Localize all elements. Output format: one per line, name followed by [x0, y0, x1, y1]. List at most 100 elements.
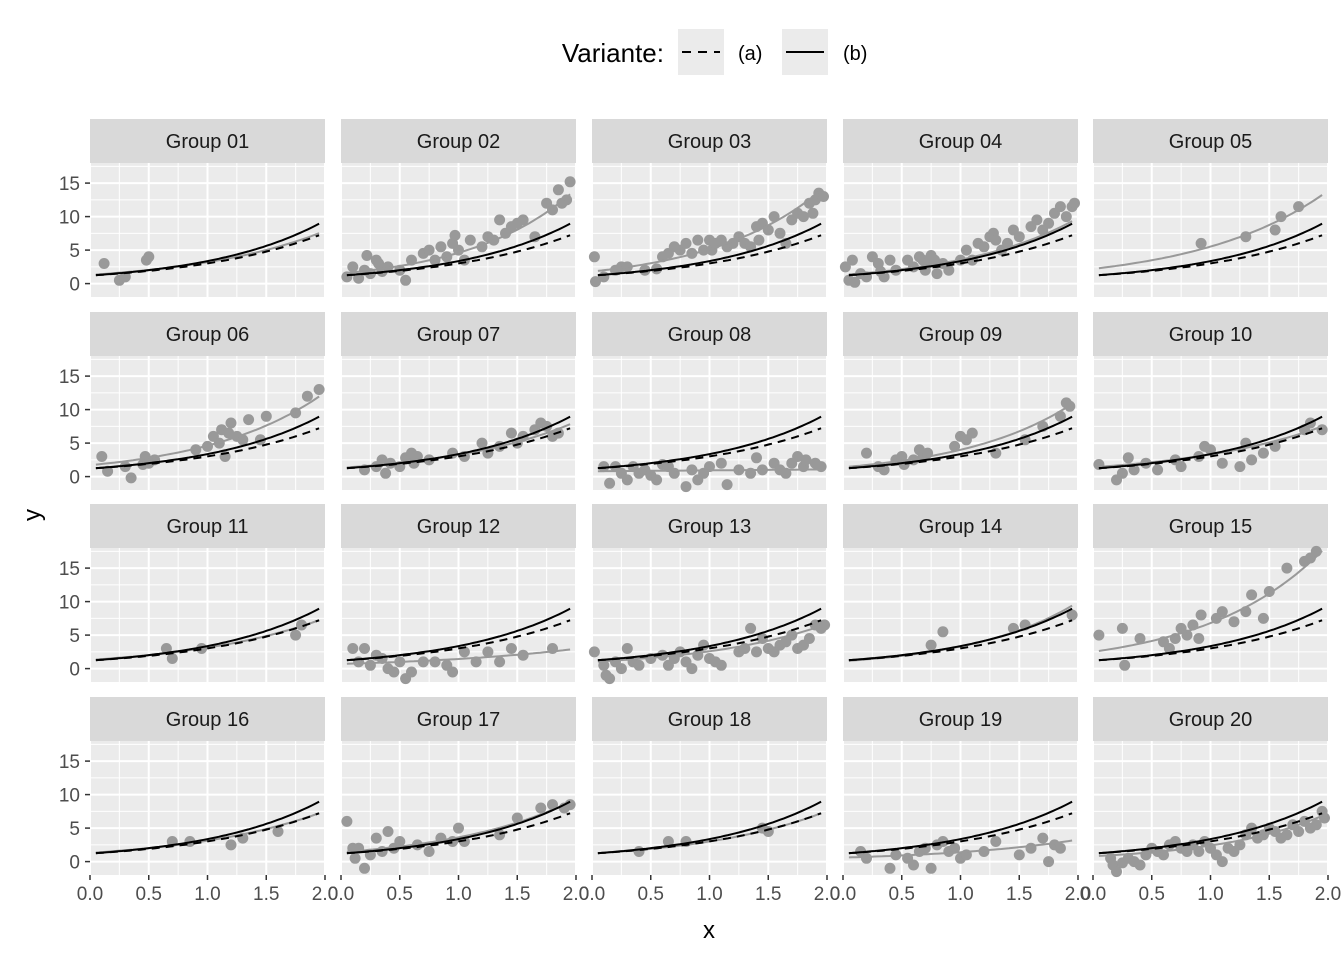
data-point [990, 836, 1002, 847]
data-point [447, 666, 459, 678]
data-point [166, 653, 178, 664]
reference-curve-b [95, 800, 320, 855]
panel-4: Group 04 [839, 119, 1080, 297]
data-point [1281, 829, 1293, 841]
panel-1: Group 01 0 5 10 15 [59, 119, 326, 297]
data-point [394, 836, 406, 847]
reference-curve-a [597, 619, 822, 662]
data-point [482, 646, 494, 658]
reference-curve-b [1098, 800, 1323, 855]
reference-curve-b [1098, 607, 1323, 662]
data-point [774, 227, 786, 239]
y-tick-label: 0 [69, 853, 80, 874]
data-point [517, 214, 529, 226]
data-point [1025, 842, 1037, 854]
panel-12: Group 12 [340, 504, 577, 685]
data-point [423, 244, 435, 256]
data-point [849, 276, 861, 288]
x-tick-label: 0.0 [77, 884, 103, 905]
data-point [341, 815, 353, 827]
group-fit-curve [1098, 194, 1323, 270]
panel-2: Group 02 [340, 119, 577, 297]
data-point [400, 274, 412, 286]
data-point [715, 457, 727, 469]
group-fit-curve [95, 395, 320, 466]
data-point [313, 384, 325, 395]
group-fit-curve [1098, 550, 1323, 652]
reference-curve-b [848, 607, 1073, 662]
group-fit-curve [346, 648, 571, 665]
panel-13: Group 13 [588, 504, 831, 685]
data-point [290, 629, 302, 641]
data-point [598, 659, 610, 671]
x-tick-label: 1.5 [1256, 884, 1282, 905]
reference-curve-b [346, 607, 571, 662]
data-point [1293, 826, 1305, 837]
panel-10: Group 10 [1092, 312, 1329, 490]
data-point [662, 836, 674, 847]
data-point [411, 451, 423, 462]
data-point [547, 799, 558, 811]
data-point [878, 464, 890, 476]
panel-strip-label: Group 14 [919, 516, 1002, 538]
reference-curve-a [848, 234, 1073, 277]
data-point [615, 663, 627, 675]
data-point [1257, 447, 1269, 459]
data-point [119, 271, 131, 283]
reference-curve-a [346, 427, 571, 470]
panel-strip [843, 119, 1078, 163]
panel-strip-label: Group 06 [166, 324, 249, 346]
panel-strip [90, 312, 325, 356]
data-point [668, 467, 680, 479]
data-point [604, 477, 616, 489]
y-tick-label: 10 [59, 786, 80, 807]
x-tick-label: 1.0 [194, 884, 220, 905]
data-point [937, 626, 949, 638]
x-tick-label: 0.0 [328, 884, 354, 905]
data-point [949, 842, 961, 854]
x-tick-label: 2.0 [814, 884, 840, 905]
data-point [98, 258, 110, 269]
data-point [359, 643, 370, 654]
data-point [1128, 464, 1140, 476]
reference-curve-b [346, 415, 571, 470]
data-point [990, 234, 1002, 246]
x-tick-label: 0.5 [136, 884, 162, 905]
x-tick-label: 1.5 [755, 884, 781, 905]
data-point [604, 673, 616, 685]
x-tick-label: 0.5 [638, 884, 664, 905]
reference-curve-b [597, 415, 822, 470]
panel-strip [341, 312, 576, 356]
panels: Group 01 0 5 10 15 Group 02 Group 03 Group 04 Gr… [59, 119, 1341, 905]
data-point [449, 229, 461, 241]
data-point [884, 862, 896, 874]
group-fit-curve [346, 800, 571, 853]
data-point [349, 852, 361, 864]
reference-curve-b [597, 800, 822, 855]
panel-strip-label: Group 15 [1169, 516, 1252, 538]
data-point [807, 207, 819, 219]
data-point [364, 659, 376, 671]
data-point [429, 656, 441, 668]
data-point [1246, 454, 1258, 466]
y-tick-label: 5 [69, 241, 80, 262]
x-tick-label: 1.5 [504, 884, 530, 905]
reference-curve-a [95, 234, 320, 277]
data-point [1037, 832, 1049, 844]
data-point [470, 656, 482, 668]
data-point [370, 832, 382, 844]
data-point [243, 414, 255, 426]
data-point [505, 427, 517, 439]
data-point [1093, 629, 1105, 641]
data-point [861, 447, 872, 459]
data-point [715, 659, 727, 671]
data-point [1281, 562, 1293, 574]
reference-curve-a [346, 234, 571, 277]
data-point [380, 467, 392, 479]
data-point [768, 211, 780, 223]
y-tick-label: 10 [59, 593, 80, 614]
data-point [861, 852, 872, 864]
panel-strip-label: Group 20 [1169, 709, 1252, 731]
data-point [925, 639, 937, 651]
